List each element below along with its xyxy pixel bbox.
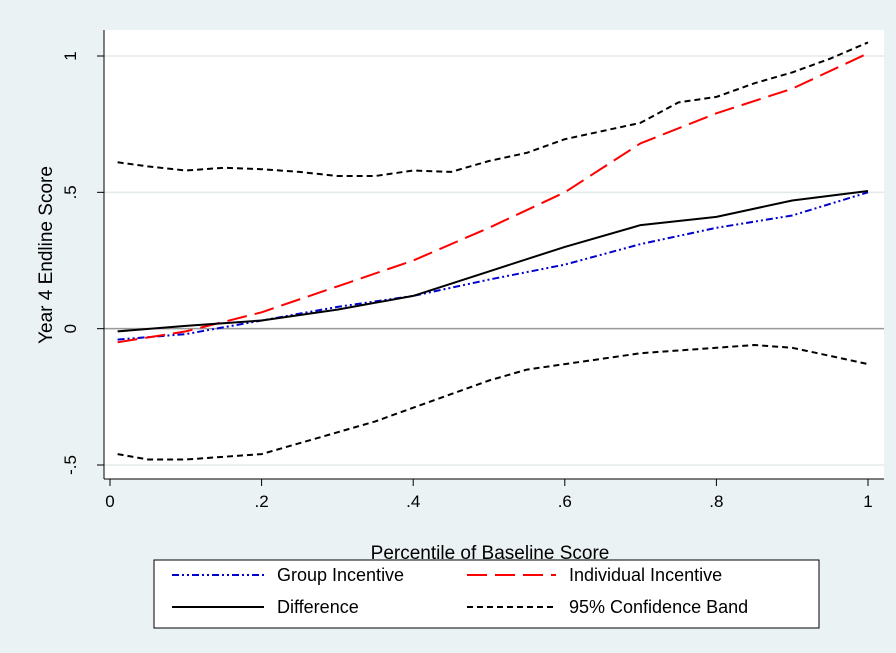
- legend: Group Incentive Individual Incentive Diffe…: [172, 565, 748, 617]
- series-line-0: [117, 191, 869, 341]
- x-tick-label-4: .8: [709, 492, 723, 511]
- x-tick-label-0: 0: [105, 492, 114, 511]
- y-tick-label-2: .5: [61, 185, 80, 199]
- x-tick-label-1: .2: [255, 492, 269, 511]
- y-tick-label-3: 1: [61, 51, 80, 60]
- series-group: [117, 41, 869, 461]
- legend-label-0: Group Incentive: [277, 565, 404, 585]
- x-axis-title: Percentile of Baseline Score: [371, 543, 610, 564]
- series-line-2: [117, 190, 869, 333]
- legend-label-1: Individual Incentive: [569, 565, 722, 585]
- y-tick-label-1: 0: [61, 324, 80, 333]
- x-tick-label-2: .4: [406, 492, 420, 511]
- x-tick-label-5: 1: [863, 492, 872, 511]
- y-axis-title: Year 4 Endline Score: [36, 166, 57, 344]
- plot-area: [104, 30, 884, 479]
- y-tick-label-0: -.5: [61, 455, 80, 475]
- legend-box: [153, 559, 820, 629]
- ticks: -.5 0 .5 1 0 .2 .4 .6 .8 1: [61, 51, 873, 511]
- grid: [104, 55, 884, 466]
- legend-label-3: 95% Confidence Band: [569, 597, 748, 617]
- series-line-1: [117, 52, 869, 344]
- x-tick-label-3: .6: [558, 492, 572, 511]
- legend-label-2: Difference: [277, 597, 359, 617]
- series-line-4: [117, 344, 869, 461]
- series-line-3: [117, 41, 869, 177]
